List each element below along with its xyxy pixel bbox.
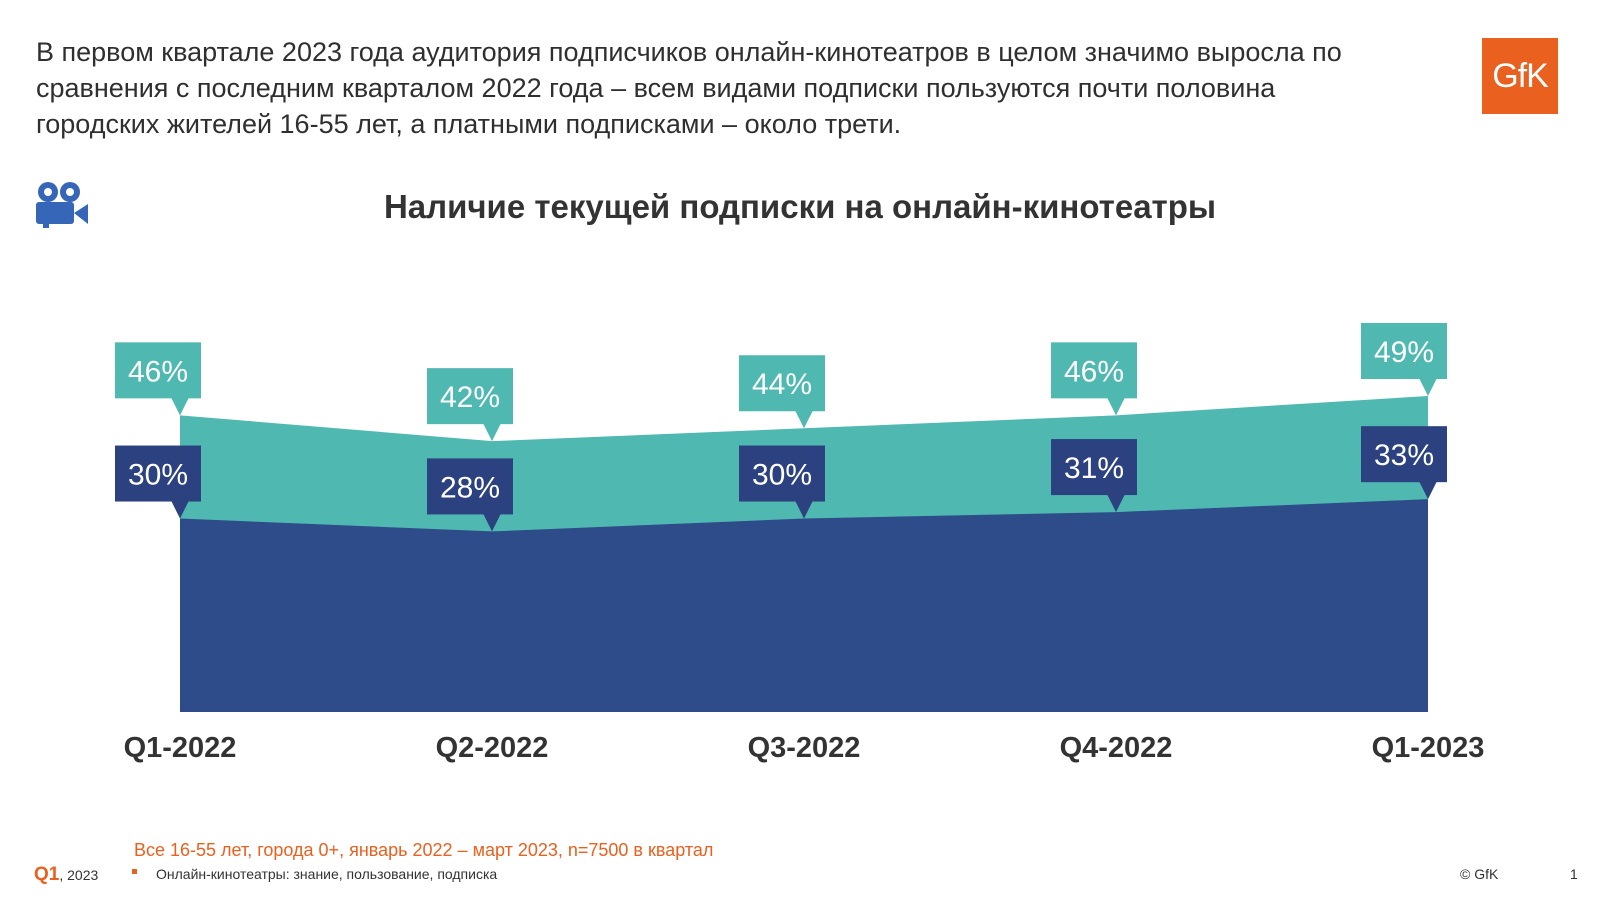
data-label: 46% bbox=[1064, 355, 1124, 388]
data-label-box bbox=[115, 342, 201, 399]
data-label: 42% bbox=[440, 381, 500, 414]
x-tick-label: Q3-2022 bbox=[748, 732, 861, 764]
data-label-pointer bbox=[1107, 397, 1125, 416]
footer-subtitle: Онлайн-кинотеатры: знание, пользование, … bbox=[156, 866, 498, 882]
data-label-box bbox=[115, 445, 201, 502]
data-label-pointer bbox=[171, 397, 189, 416]
data-label: 33% bbox=[1374, 439, 1434, 472]
data-label-pointer bbox=[483, 423, 501, 442]
page-number: 1 bbox=[1570, 866, 1578, 882]
data-label-box bbox=[427, 368, 513, 425]
data-label: 44% bbox=[752, 368, 812, 401]
data-label-box bbox=[1051, 342, 1137, 399]
chart-title: Наличие текущей подписки на онлайн-кинот… bbox=[383, 188, 1217, 225]
area-series-2 bbox=[180, 499, 1428, 712]
data-label-pointer bbox=[1419, 481, 1437, 500]
gfk-logo: GfK bbox=[1482, 38, 1558, 114]
x-tick-label: Q4-2022 bbox=[1060, 732, 1173, 764]
data-label-pointer bbox=[483, 513, 501, 532]
footer-quarter: Q1, 2023 bbox=[34, 864, 98, 886]
data-label: 28% bbox=[440, 471, 500, 504]
data-label-pointer bbox=[171, 500, 189, 519]
data-label-box bbox=[1361, 323, 1447, 379]
data-label-pointer bbox=[795, 410, 813, 429]
data-label-box bbox=[427, 458, 513, 515]
data-label-box bbox=[1051, 439, 1137, 496]
data-label-pointer bbox=[1107, 494, 1125, 513]
data-label-box bbox=[739, 355, 825, 412]
data-label: 30% bbox=[752, 459, 812, 492]
data-label: 31% bbox=[1064, 452, 1124, 485]
data-label-box bbox=[739, 445, 825, 502]
footer-quarter-label: Q1 bbox=[34, 864, 60, 885]
x-tick-label: Q1-2022 bbox=[124, 732, 237, 764]
headline: В первом квартале 2023 года аудитория по… bbox=[36, 37, 1342, 139]
data-label: 30% bbox=[128, 459, 188, 492]
footer-year: , 2023 bbox=[59, 867, 99, 883]
footer-copyright: © GfK bbox=[1460, 866, 1499, 882]
footer-bullet bbox=[132, 869, 137, 874]
data-label: 49% bbox=[1374, 336, 1434, 369]
data-label: 46% bbox=[128, 355, 188, 388]
gfk-logo-text: GfK bbox=[1492, 56, 1549, 95]
video-camera-icon bbox=[36, 182, 88, 228]
x-tick-label: Q2-2022 bbox=[436, 732, 549, 764]
data-label-pointer bbox=[1419, 378, 1437, 396]
data-label-box bbox=[1361, 426, 1447, 483]
sample-note: Все 16-55 лет, города 0+, январь 2022 – … bbox=[134, 840, 714, 860]
x-tick-label: Q1-2023 bbox=[1372, 732, 1485, 764]
data-label-pointer bbox=[795, 500, 813, 519]
